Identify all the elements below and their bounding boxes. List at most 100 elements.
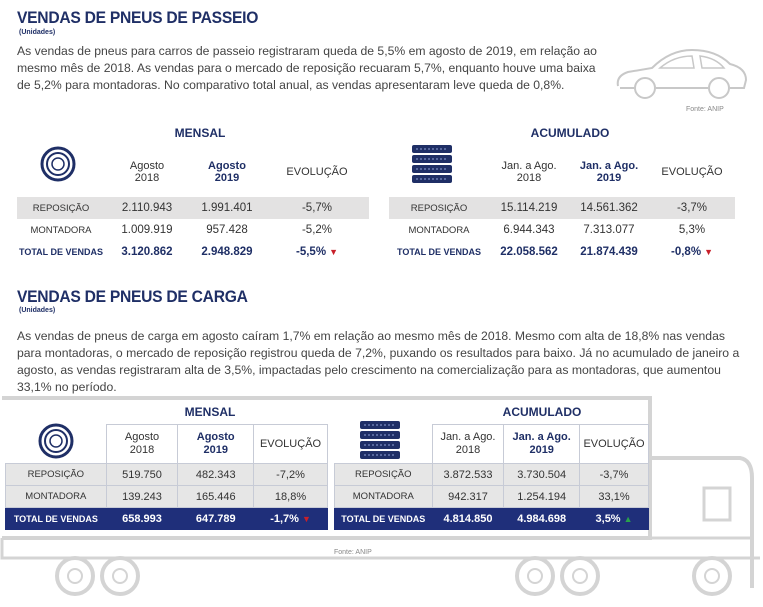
passeio-acumulado-caption: ACUMULADO: [530, 126, 610, 140]
table-header: Agosto 2018 Agosto 2019 EVOLUÇÃO: [17, 147, 369, 197]
cell: 6.944.343: [503, 224, 555, 236]
cell: 14.561.362: [569, 197, 649, 219]
passeio-unit: (Unidades): [19, 29, 56, 36]
cell: -0,8% ▼: [671, 246, 713, 258]
col-header: Agosto 2019: [177, 424, 255, 464]
cell: 658.993: [105, 507, 179, 530]
cell: -7,2%: [253, 463, 328, 486]
cell: 4.984.698: [503, 507, 581, 530]
carga-mensal-caption: MENSAL: [184, 405, 236, 419]
table-row: REPOSIÇÃO 3.872.533 3.730.504 -3,7%: [334, 463, 649, 486]
table-row: MONTADORA 6.944.343 7.313.077 5,3%: [389, 219, 735, 241]
cell: 33,1%: [579, 485, 649, 508]
cell: -1,7% ▼: [253, 507, 328, 530]
row-label: REPOSIÇÃO: [334, 463, 433, 486]
col-header: Jan. a Ago. 2019: [579, 160, 639, 184]
carga-mensal-table: Agosto 2018 Agosto 2019 EVOLUÇÃO REPOSIÇ…: [5, 424, 328, 530]
cell: 1.254.194: [503, 485, 581, 508]
col-header: EVOLUÇÃO: [579, 424, 649, 464]
cell: 15.114.219: [489, 197, 569, 219]
table-row: MONTADORA 1.009.919 957.428 -5,2%: [17, 219, 369, 241]
cell: 3.730.504: [503, 463, 581, 486]
carga-acumulado-table: Jan. a Ago. 2018 Jan. a Ago. 2019 EVOLUÇ…: [334, 424, 649, 530]
table-row: REPOSIÇÃO 15.114.219 14.561.362 -3,7%: [389, 197, 735, 219]
cell: -5,2%: [301, 224, 333, 236]
cell: 21.874.439: [580, 246, 638, 258]
row-label: MONTADORA: [30, 224, 92, 236]
row-label: MONTADORA: [334, 485, 433, 508]
table-row: MONTADORA 942.317 1.254.194 33,1%: [334, 485, 649, 508]
down-triangle-icon: ▼: [329, 247, 338, 257]
tire-icon: [40, 146, 76, 182]
passeio-mensal-table: Agosto 2018 Agosto 2019 EVOLUÇÃO REPOSIÇ…: [17, 147, 369, 263]
cell: 3.120.862: [121, 246, 173, 258]
passeio-title: VENDAS DE PNEUS DE PASSEIO: [17, 8, 259, 27]
up-triangle-icon: ▲: [623, 513, 633, 524]
total-row: TOTAL DE VENDAS 658.993 647.789 -1,7% ▼: [5, 507, 328, 530]
total-row: TOTAL DE VENDAS 4.814.850 4.984.698 3,5%…: [334, 507, 649, 530]
table-row: MONTADORA 139.243 165.446 18,8%: [5, 485, 328, 508]
cell: 3.872.533: [431, 463, 505, 486]
cell: 2.110.943: [105, 197, 189, 219]
col-header: Agosto 2018: [105, 424, 179, 464]
passeio-source: Fonte: ANIP: [686, 106, 724, 113]
tire-stack-icon: [360, 421, 400, 459]
carga-source: Fonte: ANIP: [334, 549, 372, 556]
col-header: Agosto 2018: [129, 160, 165, 184]
cell: -5,7%: [265, 197, 369, 219]
col-header: Jan. a Ago. 2018: [431, 424, 505, 464]
down-triangle-icon: ▼: [704, 247, 713, 257]
carga-unit: (Unidades): [19, 307, 56, 314]
row-label: MONTADORA: [408, 224, 470, 236]
cell: 1.009.919: [121, 224, 173, 236]
table-header: Agosto 2018 Agosto 2019 EVOLUÇÃO: [6, 424, 328, 464]
cell: 942.317: [431, 485, 505, 508]
row-label: TOTAL DE VENDAS: [18, 247, 103, 257]
cell: 482.343: [177, 463, 255, 486]
cell: -3,7%: [579, 463, 649, 486]
cell: 5,3%: [678, 224, 706, 236]
cell: -5,5% ▼: [296, 246, 338, 258]
cell: 165.446: [177, 485, 255, 508]
col-header: Jan. a Ago. 2019: [503, 424, 581, 464]
cell: 2.948.829: [201, 246, 253, 258]
cell: 1.991.401: [189, 197, 265, 219]
cell: 18,8%: [253, 485, 328, 508]
cell: 139.243: [105, 485, 179, 508]
passeio-acumulado-table: Jan. a Ago. 2018 Jan. a Ago. 2019 EVOLUÇ…: [389, 147, 735, 263]
row-label: MONTADORA: [5, 485, 107, 508]
cell: 957.428: [206, 224, 248, 236]
col-header: Jan. a Ago. 2018: [501, 160, 557, 184]
row-label: TOTAL DE VENDAS: [396, 247, 481, 257]
col-header: EVOLUÇÃO: [253, 424, 328, 464]
carga-title: VENDAS DE PNEUS DE CARGA: [17, 287, 248, 306]
cell: 3,5% ▲: [579, 507, 649, 530]
cell: 519.750: [105, 463, 179, 486]
down-triangle-icon: ▼: [301, 513, 311, 524]
carga-acumulado-caption: ACUMULADO: [502, 405, 582, 419]
cell: -3,7%: [649, 197, 735, 219]
tire-stack-icon: [412, 145, 452, 183]
passeio-mensal-caption: MENSAL: [174, 126, 226, 140]
row-label: TOTAL DE VENDAS: [5, 507, 107, 530]
row-label: REPOSIÇÃO: [389, 197, 489, 219]
cell: 647.789: [177, 507, 255, 530]
table-header: Jan. a Ago. 2018 Jan. a Ago. 2019 EVOLUÇ…: [389, 147, 735, 197]
col-header: EVOLUÇÃO: [286, 166, 348, 178]
passeio-text: As vendas de pneus para carros de passei…: [17, 44, 597, 92]
table-header: Jan. a Ago. 2018 Jan. a Ago. 2019 EVOLUÇ…: [335, 424, 649, 464]
col-header: Agosto 2019: [208, 160, 246, 184]
row-label: TOTAL DE VENDAS: [334, 507, 433, 530]
tire-icon: [38, 423, 74, 459]
row-label: REPOSIÇÃO: [5, 463, 107, 486]
carga-text: As vendas de pneus de carga em agosto ca…: [17, 329, 740, 394]
row-label: REPOSIÇÃO: [17, 197, 105, 219]
col-header: EVOLUÇÃO: [661, 166, 723, 178]
total-row: TOTAL DE VENDAS 22.058.562 21.874.439 -0…: [389, 241, 735, 263]
total-row: TOTAL DE VENDAS 3.120.862 2.948.829 -5,5…: [17, 241, 369, 263]
cell: 7.313.077: [583, 224, 635, 236]
truck-outline-icon: [0, 396, 760, 596]
cell: 4.814.850: [431, 507, 505, 530]
car-outline-icon: [616, 48, 748, 99]
table-row: REPOSIÇÃO 2.110.943 1.991.401 -5,7%: [17, 197, 369, 219]
